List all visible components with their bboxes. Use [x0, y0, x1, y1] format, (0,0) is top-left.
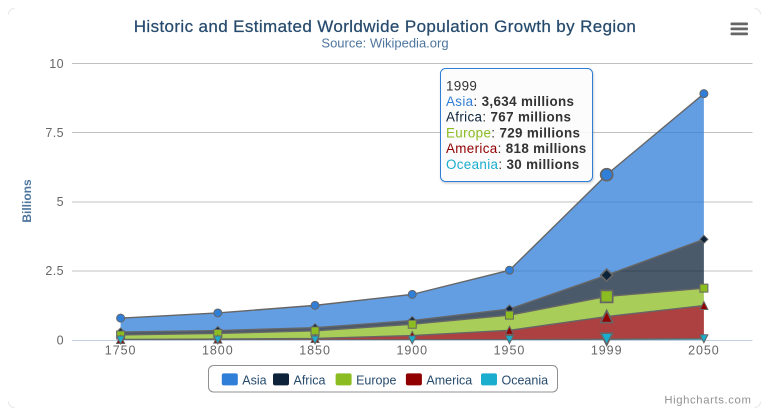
svg-text:1999: 1999: [446, 78, 477, 93]
svg-text:Asia: Asia: [242, 373, 266, 387]
svg-text:Africa: Africa: [294, 373, 326, 387]
svg-text:Historic and Estimated Worldwi: Historic and Estimated Worldwide Populat…: [134, 17, 637, 36]
svg-text:0: 0: [57, 333, 64, 347]
svg-text:Billions: Billions: [20, 179, 34, 223]
svg-text:1800: 1800: [202, 344, 234, 358]
svg-text:10: 10: [49, 57, 64, 71]
svg-text:1999: 1999: [591, 344, 623, 358]
svg-text:2.5: 2.5: [45, 264, 64, 278]
svg-text:Europe: Europe: [356, 373, 396, 387]
svg-text:7.5: 7.5: [45, 126, 64, 140]
svg-text:Africa: 767 millions: Africa: 767 millions: [446, 110, 571, 125]
svg-text:1850: 1850: [299, 344, 331, 358]
svg-text:America: America: [426, 373, 472, 387]
svg-text:2050: 2050: [688, 344, 720, 358]
svg-text:Highcharts.com: Highcharts.com: [664, 395, 751, 407]
svg-text:Oceania: Oceania: [502, 373, 549, 387]
svg-text:1950: 1950: [494, 344, 526, 358]
svg-text:Source: Wikipedia.org: Source: Wikipedia.org: [321, 36, 448, 51]
svg-text:1750: 1750: [105, 344, 137, 358]
svg-text:America: 818 millions: America: 818 millions: [446, 141, 587, 156]
svg-text:5: 5: [57, 195, 64, 209]
svg-text:Oceania: 30 millions: Oceania: 30 millions: [446, 157, 580, 172]
svg-text:Europe: 729 millions: Europe: 729 millions: [446, 125, 580, 140]
svg-text:Asia: 3,634 millions: Asia: 3,634 millions: [446, 94, 574, 109]
svg-text:1900: 1900: [396, 344, 428, 358]
